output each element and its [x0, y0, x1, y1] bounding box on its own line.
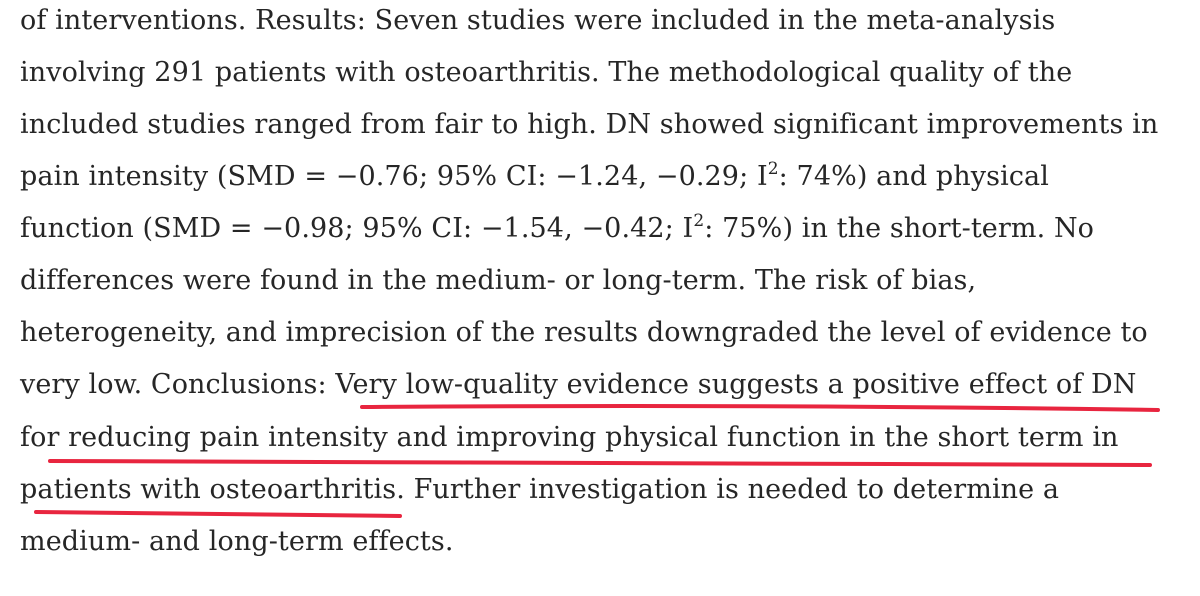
text-line-1: of interventions. Results: Seven studies…: [20, 5, 1056, 36]
underline-3: [34, 510, 402, 518]
text-line-6: differences were found in the medium- or…: [20, 265, 977, 296]
text-line-4: pain intensity (SMD = −0.76; 95% CI: −1.…: [20, 160, 1049, 194]
text-line-10: patients with osteoarthritis. Further in…: [20, 474, 1060, 505]
text-line-8: very low. Conclusions: Very low-quality …: [20, 369, 1137, 400]
text-line-5-main: function (SMD = −0.98; 95% CI: −1.54, −0…: [20, 213, 694, 244]
text-line-9: for reducing pain intensity and improvin…: [20, 422, 1119, 453]
text-line-3: included studies ranged from fair to hig…: [20, 109, 1159, 140]
underline-1: [360, 404, 1160, 412]
superscript-2: 2: [767, 159, 779, 179]
text-line-5: function (SMD = −0.98; 95% CI: −1.54, −0…: [20, 212, 1094, 246]
superscript-2: 2: [693, 211, 705, 231]
text-line-4-main: pain intensity (SMD = −0.76; 95% CI: −1.…: [20, 161, 768, 192]
text-line-4-tail: : 74%) and physical: [778, 161, 1049, 192]
text-line-7: heterogeneity, and imprecision of the re…: [20, 317, 1148, 348]
text-line-5-tail: : 75%) in the short-term. No: [704, 213, 1095, 244]
text-line-11: medium- and long-term effects.: [20, 526, 454, 557]
text-line-2: involving 291 patients with osteoarthrit…: [20, 57, 1073, 88]
underline-2: [48, 459, 1152, 467]
